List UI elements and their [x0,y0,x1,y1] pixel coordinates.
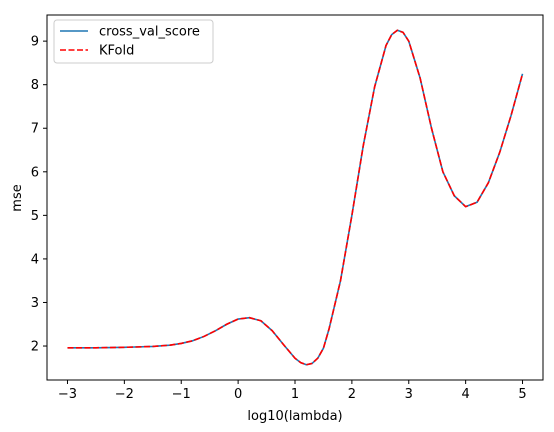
x-tick-label: 0 [234,387,242,402]
x-tick-label: 5 [518,387,526,402]
y-tick-label: 8 [31,78,39,93]
x-axis: −3 −2 −1 0 1 2 3 4 5 [58,380,527,402]
x-tick-label: −3 [58,387,77,402]
y-tick-label: 6 [31,165,39,180]
x-tick-label: −1 [172,387,191,402]
x-tick-label: 1 [291,387,299,402]
y-tick-label: 3 [31,296,39,311]
legend-box [53,19,214,64]
series-line-kfold [67,29,524,366]
x-tick-label: 2 [348,387,356,402]
y-tick-label: 2 [31,340,39,355]
legend-label: cross_val_score [99,25,200,40]
series-layer [67,29,524,366]
y-tick-label: 9 [31,35,39,50]
legend-label: KFold [99,44,134,59]
y-axis: 2 3 4 5 6 7 8 9 [31,35,47,355]
x-tick-label: −2 [115,387,134,402]
x-axis-label: log10(lambda) [247,409,342,424]
legend: cross_val_score KFold [53,19,214,64]
y-axis-label: mse [10,184,25,211]
y-tick-label: 4 [31,252,39,267]
x-tick-label: 3 [405,387,413,402]
y-tick-label: 7 [31,122,39,137]
y-tick-label: 5 [31,209,39,224]
plot-area [47,15,543,380]
x-tick-label: 4 [462,387,470,402]
